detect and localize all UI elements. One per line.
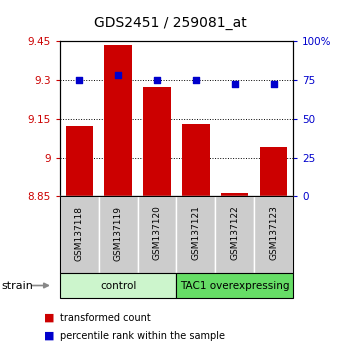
Text: control: control	[100, 280, 136, 291]
Bar	[60, 273, 177, 298]
Text: GSM137120: GSM137120	[152, 206, 162, 261]
Text: GSM137122: GSM137122	[231, 206, 239, 261]
Point	[76, 77, 82, 82]
Text: GDS2451 / 259081_at: GDS2451 / 259081_at	[94, 16, 247, 30]
Text: GSM137121: GSM137121	[191, 206, 201, 261]
Bar	[143, 87, 170, 196]
Bar	[60, 196, 99, 273]
Bar	[137, 196, 177, 273]
Text: TAC1 overexpressing: TAC1 overexpressing	[180, 280, 290, 291]
Text: transformed count: transformed count	[60, 313, 150, 323]
Bar	[104, 45, 132, 196]
Text: ■: ■	[44, 313, 55, 323]
Text: GSM137123: GSM137123	[269, 206, 278, 261]
Point	[154, 77, 160, 82]
Bar	[177, 196, 216, 273]
Text: GSM137119: GSM137119	[114, 206, 122, 261]
Bar	[182, 124, 210, 196]
Bar	[216, 196, 254, 273]
Bar	[99, 196, 137, 273]
Bar	[254, 196, 293, 273]
Point	[115, 72, 121, 78]
Bar	[65, 126, 93, 196]
Point	[193, 77, 199, 82]
Bar	[260, 147, 287, 196]
Text: GSM137118: GSM137118	[75, 206, 84, 261]
Text: strain: strain	[2, 280, 33, 291]
Point	[232, 81, 238, 87]
Text: ■: ■	[44, 331, 55, 341]
Bar	[177, 273, 293, 298]
Point	[271, 81, 277, 87]
Text: percentile rank within the sample: percentile rank within the sample	[60, 331, 225, 341]
Bar	[221, 193, 249, 196]
